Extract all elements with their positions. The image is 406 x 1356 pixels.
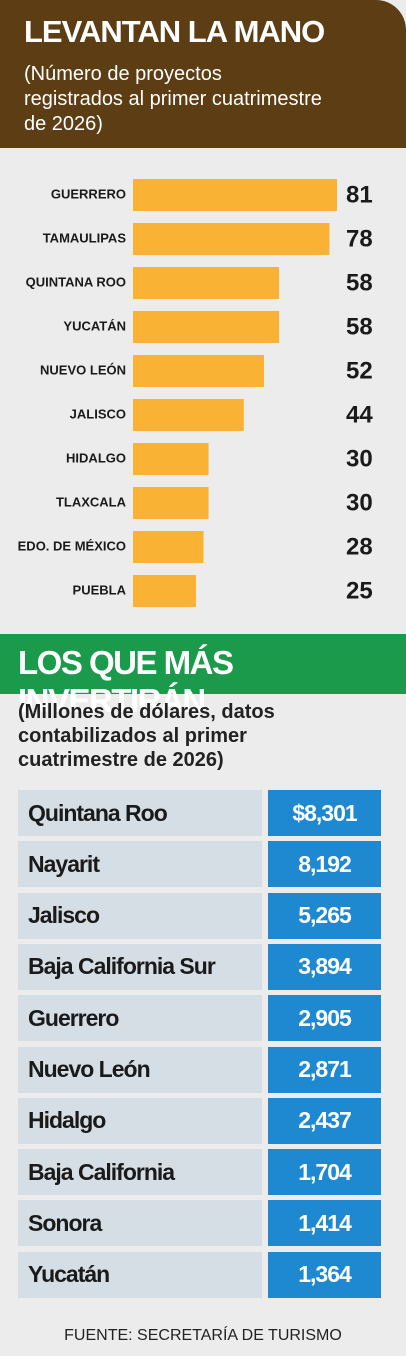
amount-cell: 1,704 [268,1149,381,1196]
chart: GUERRERO 81 TAMAULIPAS 78 QUINTANA ROO 58 YUCA… [18,179,373,607]
state-cell: Nuevo León [18,1046,262,1093]
bar [133,575,196,607]
amount-cell: 1,414 [268,1200,381,1247]
state-cell: Quintana Roo [18,790,262,836]
category-label: EDO. DE MÉXICO [18,538,126,553]
value-label: 30 [346,445,373,472]
value-label: 58 [346,313,373,340]
table-subtitle: (Millones de dólares, datos contabilizad… [18,701,275,771]
chart-title: LEVANTAN LA MANO [24,14,325,49]
bar [133,179,337,211]
value-label: 25 [346,577,373,604]
value-label: 28 [346,533,373,560]
category-label: NUEVO LEÓN [40,362,126,377]
table-header [0,634,406,694]
header [0,0,406,148]
value-label: 52 [346,357,373,384]
value-label: 58 [346,269,373,296]
bar [133,223,330,255]
state-cell: Yucatán [18,1251,262,1298]
bar [133,531,204,563]
state-cell: Hidalgo [18,1097,262,1144]
value-label: 78 [346,225,373,252]
amount-cell: 2,437 [268,1097,381,1144]
state-cell: Guerrero [18,995,262,1042]
value-label: 44 [346,401,373,428]
bar [133,355,264,387]
bar [133,443,209,475]
bar [133,267,280,299]
state-cell: Baja California [18,1149,262,1196]
amount-cell: 2,905 [268,995,381,1042]
table-title: LOS QUE MÁS INVERTIRÁN [18,644,234,719]
category-label: TLAXCALA [56,494,127,509]
amount-cell: 1,364 [268,1251,381,1298]
category-label: GUERRERO [51,186,126,201]
amount-cell: $8,301 [268,790,381,836]
amount-cell: 5,265 [268,892,381,939]
value-label: 30 [346,489,373,516]
source: FUENTE: SECRETARÍA DE TURISMO [64,1327,342,1344]
state-cell: Baja California Sur [18,943,262,990]
state-cell: Nayarit [18,841,262,888]
value-label: 81 [346,181,373,208]
bar [133,311,280,343]
state-cell: Sonora [18,1200,262,1247]
bar [133,399,244,431]
category-label: QUINTANA ROO [26,274,126,289]
category-label: HIDALGO [66,450,126,465]
amount-cell: 3,894 [268,943,381,990]
chart-subtitle: (Número de proyectos registrados al prim… [24,63,322,135]
state-cell: Jalisco [18,892,262,939]
category-label: YUCATÁN [63,318,126,333]
category-label: PUEBLA [73,582,127,597]
bar [133,487,209,519]
category-label: TAMAULIPAS [43,230,127,245]
amount-cell: 8,192 [268,841,381,888]
category-label: JALISCO [70,406,126,421]
amount-cell: 2,871 [268,1046,381,1093]
